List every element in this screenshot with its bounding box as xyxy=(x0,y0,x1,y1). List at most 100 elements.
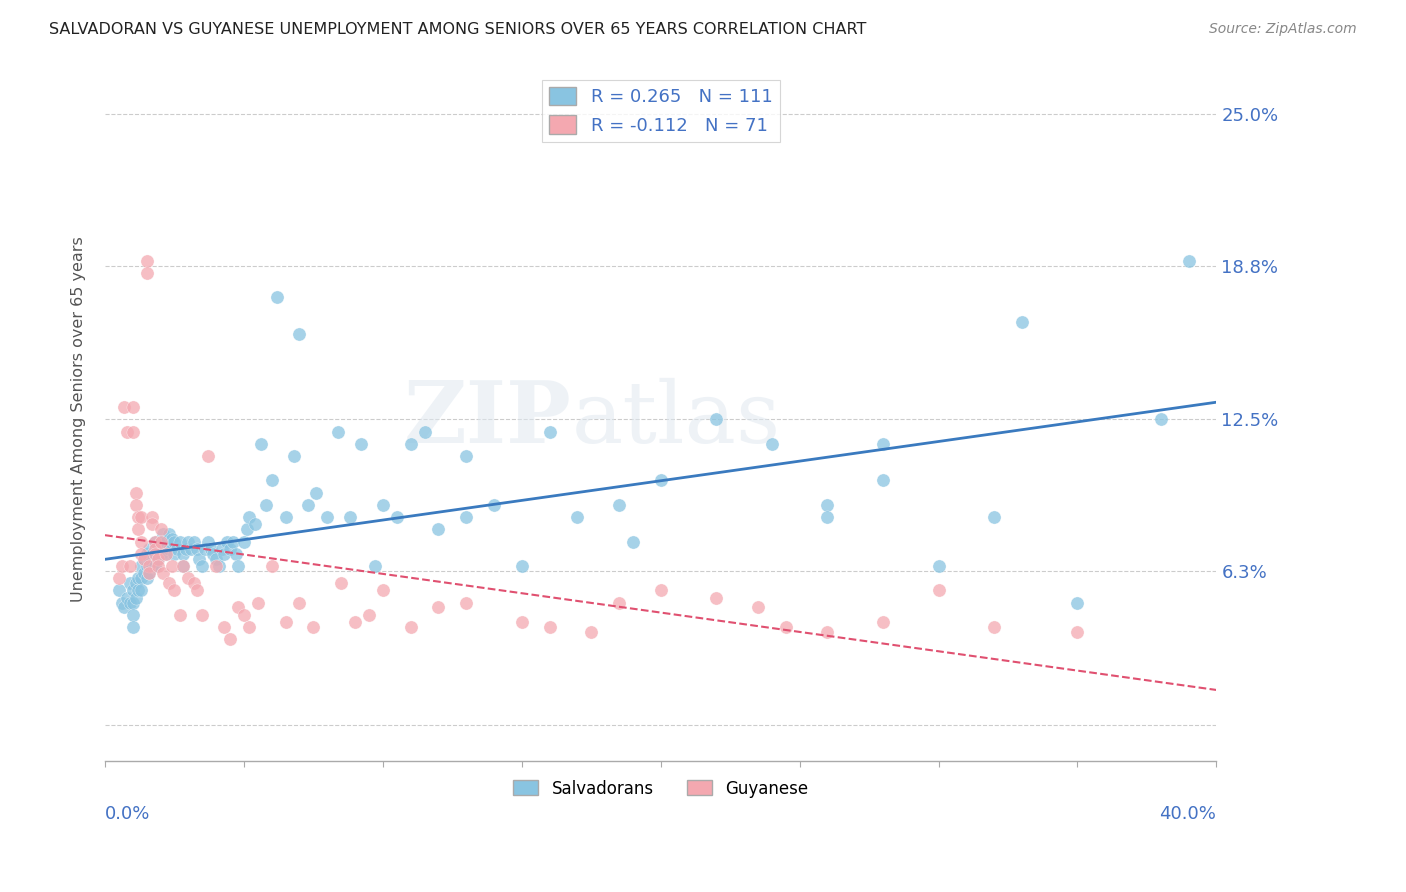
Point xyxy=(363,558,385,573)
Point xyxy=(607,596,630,610)
Point xyxy=(129,558,152,573)
Point xyxy=(225,547,247,561)
Point xyxy=(124,576,146,591)
Point xyxy=(456,449,478,463)
Point xyxy=(157,576,180,591)
Point xyxy=(302,620,325,634)
Point xyxy=(108,571,131,585)
Point xyxy=(274,615,297,629)
Point xyxy=(127,510,149,524)
Y-axis label: Unemployment Among Seniors over 65 years: Unemployment Among Seniors over 65 years xyxy=(72,236,86,602)
Point xyxy=(385,510,408,524)
Point xyxy=(152,566,174,581)
Point xyxy=(456,596,478,610)
Point xyxy=(399,620,422,634)
Text: SALVADORAN VS GUYANESE UNEMPLOYMENT AMONG SENIORS OVER 65 YEARS CORRELATION CHAR: SALVADORAN VS GUYANESE UNEMPLOYMENT AMON… xyxy=(49,22,866,37)
Point xyxy=(121,607,143,622)
Point xyxy=(200,541,222,556)
Point xyxy=(747,600,769,615)
Point xyxy=(177,571,200,585)
Point xyxy=(152,541,174,556)
Point xyxy=(121,620,143,634)
Point xyxy=(163,534,186,549)
Point xyxy=(127,522,149,536)
Point xyxy=(160,558,183,573)
Point xyxy=(427,600,450,615)
Point xyxy=(124,498,146,512)
Point xyxy=(114,600,136,615)
Point xyxy=(371,498,394,512)
Point xyxy=(197,534,219,549)
Point xyxy=(510,558,533,573)
Point xyxy=(288,326,311,341)
Point xyxy=(621,534,644,549)
Point xyxy=(138,541,160,556)
Point xyxy=(163,583,186,598)
Point xyxy=(149,534,172,549)
Point xyxy=(127,571,149,585)
Point xyxy=(157,527,180,541)
Point xyxy=(118,596,141,610)
Point xyxy=(815,624,838,639)
Point xyxy=(872,615,894,629)
Point xyxy=(132,551,155,566)
Text: 0.0%: 0.0% xyxy=(105,805,150,823)
Point xyxy=(581,624,603,639)
Point xyxy=(129,534,152,549)
Point xyxy=(349,437,371,451)
Point xyxy=(143,534,166,549)
Point xyxy=(297,498,319,512)
Point xyxy=(211,541,233,556)
Point xyxy=(219,632,242,647)
Point xyxy=(815,498,838,512)
Point xyxy=(482,498,505,512)
Text: Source: ZipAtlas.com: Source: ZipAtlas.com xyxy=(1209,22,1357,37)
Point xyxy=(260,558,283,573)
Point xyxy=(928,558,950,573)
Point xyxy=(146,558,169,573)
Point xyxy=(172,547,194,561)
Point xyxy=(232,607,254,622)
Point xyxy=(761,437,783,451)
Point xyxy=(775,620,797,634)
Point xyxy=(169,534,191,549)
Point xyxy=(208,558,231,573)
Point xyxy=(146,541,169,556)
Point xyxy=(160,532,183,546)
Point xyxy=(510,615,533,629)
Point xyxy=(983,620,1005,634)
Point xyxy=(180,541,202,556)
Point xyxy=(704,412,727,426)
Point xyxy=(188,551,211,566)
Point xyxy=(129,510,152,524)
Point xyxy=(118,558,141,573)
Point xyxy=(149,547,172,561)
Point xyxy=(135,266,157,280)
Point xyxy=(174,541,197,556)
Point xyxy=(177,534,200,549)
Point xyxy=(1150,412,1173,426)
Point xyxy=(872,474,894,488)
Point xyxy=(143,547,166,561)
Point xyxy=(197,449,219,463)
Point xyxy=(186,583,208,598)
Point xyxy=(124,485,146,500)
Point xyxy=(141,510,163,524)
Point xyxy=(928,583,950,598)
Point xyxy=(114,400,136,414)
Point xyxy=(186,541,208,556)
Point xyxy=(283,449,305,463)
Point xyxy=(249,437,271,451)
Point xyxy=(260,474,283,488)
Point xyxy=(138,558,160,573)
Point xyxy=(129,547,152,561)
Point xyxy=(1066,596,1088,610)
Point xyxy=(166,541,188,556)
Point xyxy=(872,437,894,451)
Point xyxy=(191,607,214,622)
Point xyxy=(169,607,191,622)
Point xyxy=(115,425,138,439)
Point xyxy=(238,510,260,524)
Point xyxy=(607,498,630,512)
Point xyxy=(983,510,1005,524)
